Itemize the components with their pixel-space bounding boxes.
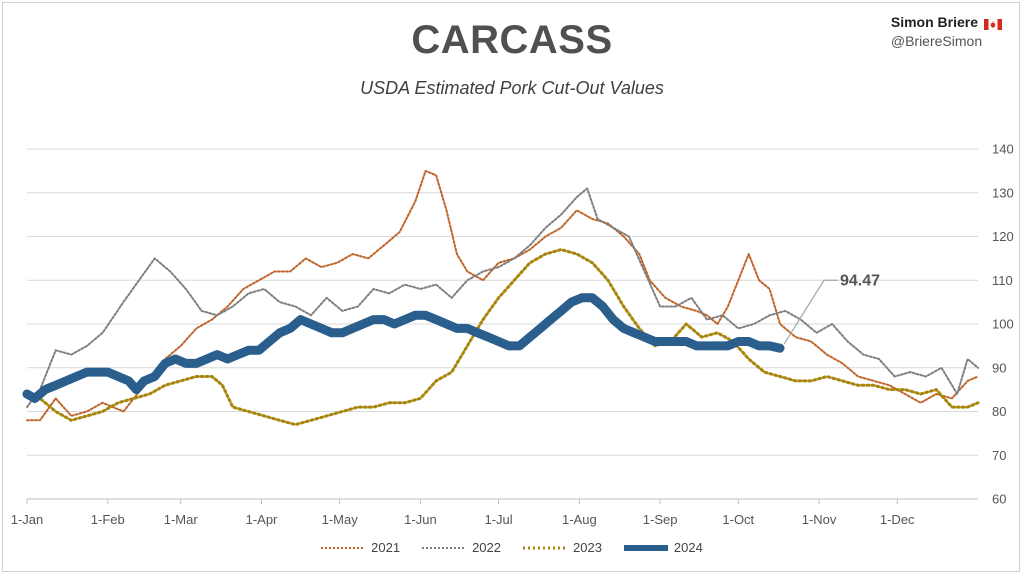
y-tick-label: 70: [992, 448, 1006, 463]
x-tick-label: 1-Aug: [562, 512, 597, 527]
chart-subtitle: USDA Estimated Pork Cut-Out Values: [360, 78, 664, 98]
y-tick-label: 140: [992, 142, 1014, 157]
annotation-layer: 94.47: [783, 272, 880, 345]
legend-label-2024: 2024: [673, 540, 703, 555]
legend: 2021 2022 2023 2024: [0, 540, 1024, 555]
x-tick-label: 1-May: [322, 512, 359, 527]
grid-layer: [27, 148, 978, 500]
y-tick-label: 110: [992, 273, 1013, 288]
y-axis-ticks: 60 70 80 90 100 110 120 130 140: [992, 142, 1014, 507]
author-name: Simon Briere: [890, 14, 978, 30]
annotation-label: 94.47: [840, 272, 880, 289]
author-name-row: Simon Briere: [890, 14, 1003, 30]
x-tick-label: 1-Jul: [484, 512, 512, 527]
y-tick-label: 130: [992, 185, 1014, 200]
series-line-2021: [26, 169, 979, 422]
x-tick-label: 1-Apr: [246, 512, 278, 527]
author-handle: @BriereSimon: [890, 33, 983, 49]
legend-item-2021: 2021: [321, 540, 400, 555]
x-tick-label: 1-Feb: [91, 512, 125, 527]
legend-item-2024: 2024: [623, 540, 703, 555]
y-tick-label: 60: [992, 492, 1006, 507]
x-tick-label: 1-Oct: [722, 512, 754, 527]
series-layer: [22, 169, 980, 427]
x-tick-label: 1-Jun: [404, 512, 437, 527]
x-axis-ticks: 1-Jan 1-Feb 1-Mar 1-Apr 1-May 1-Jun 1-Jul 1-Aug…: [11, 499, 915, 527]
y-tick-label: 80: [992, 404, 1006, 419]
x-tick-label: 1-Nov: [802, 512, 837, 527]
x-tick-label: 1-Mar: [164, 512, 199, 527]
series-line-2022: [26, 187, 979, 409]
series-line-2023: [25, 248, 980, 427]
chart-title: CARCASS: [411, 18, 613, 62]
author-block: Simon Briere @BriereSimon: [890, 14, 1003, 49]
legend-label-2022: 2022: [472, 540, 501, 555]
y-tick-label: 120: [992, 229, 1014, 244]
y-tick-label: 100: [992, 317, 1014, 332]
legend-item-2022: 2022: [422, 540, 501, 555]
x-tick-label: 1-Dec: [880, 512, 915, 527]
series-line-2024: [22, 293, 785, 403]
legend-label-2021: 2021: [371, 540, 401, 555]
legend-label-2023: 2023: [573, 540, 602, 555]
y-tick-label: 90: [992, 360, 1006, 375]
x-tick-label: 1-Sep: [643, 512, 678, 527]
annotation-leader-line: [783, 279, 838, 345]
x-tick-label: 1-Jan: [11, 512, 44, 527]
legend-item-2023: 2023: [523, 540, 602, 555]
